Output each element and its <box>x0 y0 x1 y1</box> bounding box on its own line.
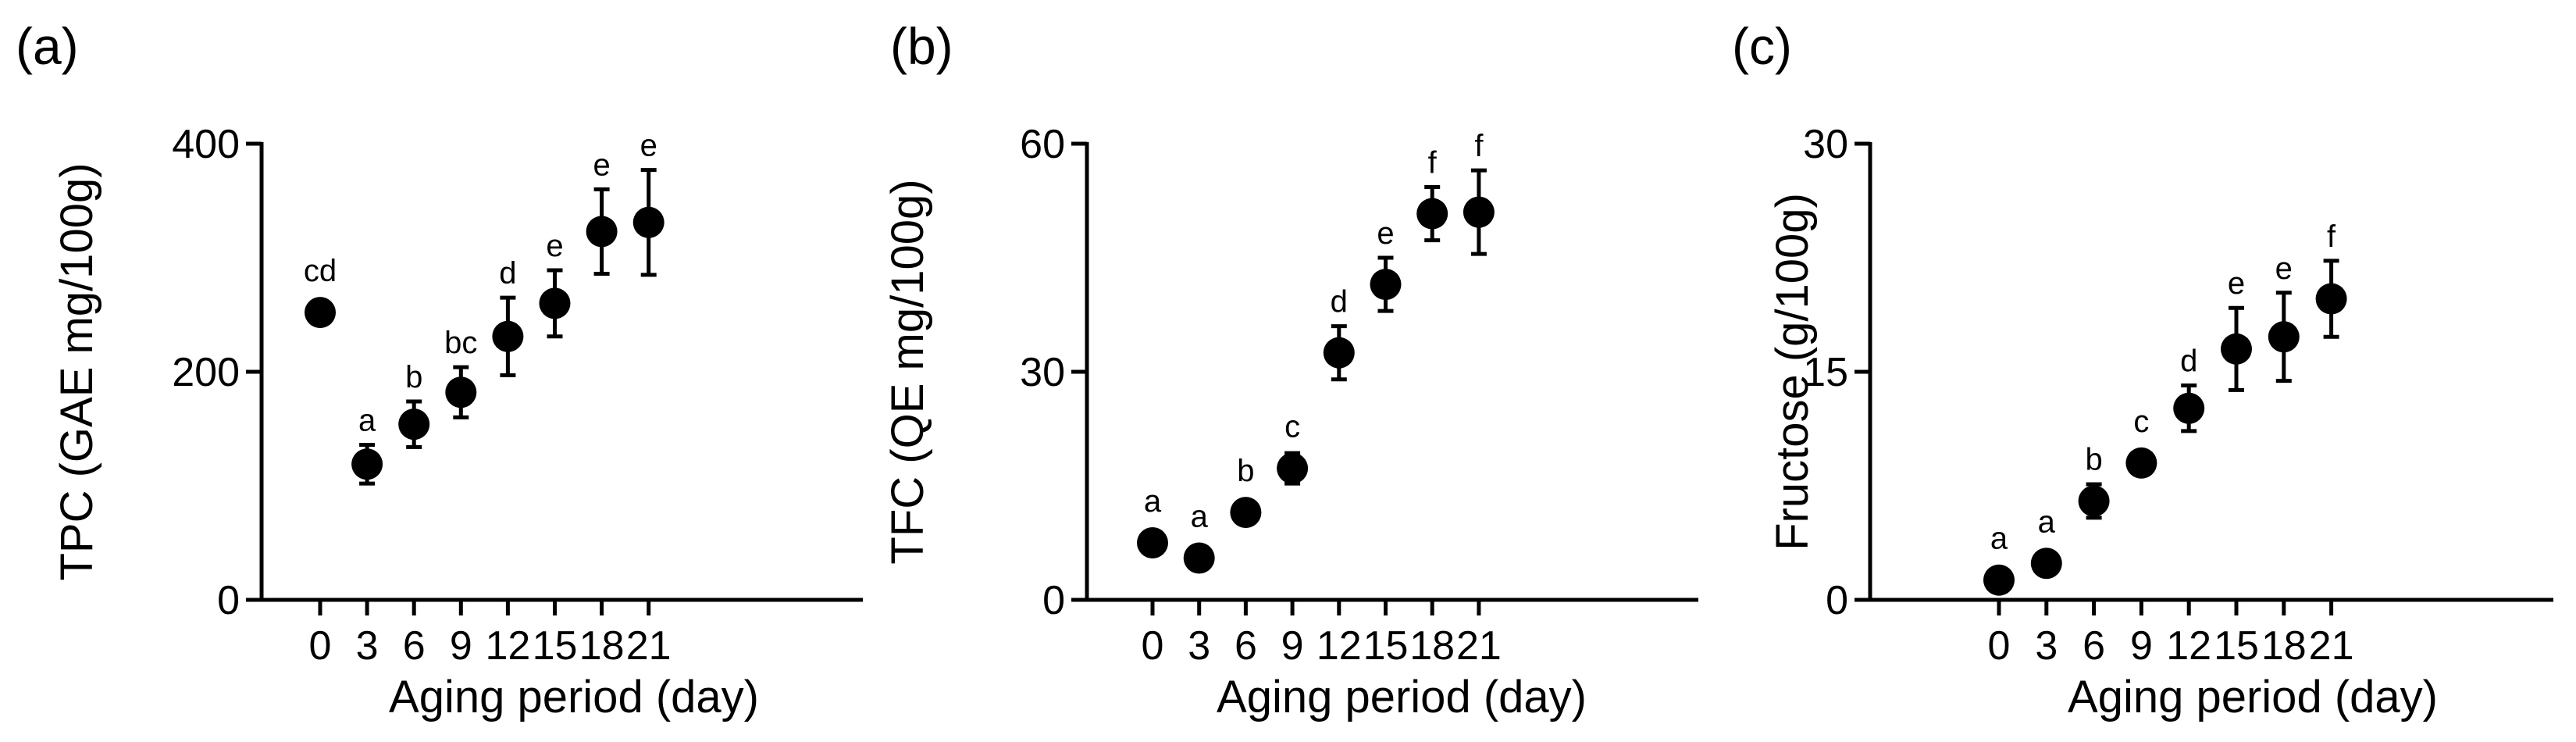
significance-label: b <box>1237 454 1254 488</box>
y-axis-title: TFC (QE mg/100g) <box>882 179 933 564</box>
significance-label: c <box>1284 410 1300 444</box>
data-point <box>2173 392 2205 424</box>
significance-label: e <box>2228 266 2245 301</box>
significance-label: b <box>405 360 422 394</box>
data-point <box>1277 452 1309 484</box>
x-tick-label: 12 <box>485 623 530 669</box>
data-point <box>1416 198 1448 230</box>
panel-label: (a) <box>16 17 79 75</box>
y-axis-title: TPC (GAE mg/100g) <box>52 162 102 580</box>
data-point <box>1230 497 1262 529</box>
x-tick-label: 0 <box>309 623 332 669</box>
data-point <box>2030 548 2062 580</box>
x-tick-label: 3 <box>1188 623 1210 669</box>
y-tick-label: 400 <box>172 122 240 167</box>
x-tick-label: 15 <box>2214 623 2259 669</box>
significance-label: e <box>546 229 563 263</box>
panel-label: (b) <box>890 17 953 75</box>
x-tick-label: 9 <box>1281 623 1304 669</box>
significance-label: e <box>2275 251 2293 286</box>
x-tick-label: 6 <box>1235 623 1257 669</box>
y-tick-label: 0 <box>217 578 240 623</box>
x-tick-label: 15 <box>533 623 578 669</box>
data-point <box>2315 283 2347 315</box>
significance-label: a <box>1191 499 1209 533</box>
significance-label: a <box>1990 522 2008 556</box>
y-tick-label: 30 <box>1803 122 1848 167</box>
x-tick-label: 18 <box>2261 623 2307 669</box>
significance-label: d <box>1331 285 1348 319</box>
x-tick-label: 0 <box>1988 623 2011 669</box>
data-point <box>492 320 524 352</box>
x-tick-label: 3 <box>356 623 379 669</box>
significance-label: e <box>593 148 610 182</box>
y-tick-label: 0 <box>1826 578 1848 623</box>
data-point <box>539 287 571 319</box>
panel-label: (c) <box>1732 17 1792 75</box>
y-axis-title: Fructose (g/100g) <box>1767 193 1818 551</box>
significance-label: e <box>1377 216 1394 251</box>
x-tick-label: 18 <box>579 623 625 669</box>
y-tick-label: 0 <box>1042 578 1065 623</box>
x-axis-title: Aging period (day) <box>1217 672 1587 722</box>
x-tick-label: 21 <box>1456 623 1502 669</box>
data-point <box>632 206 664 238</box>
data-point <box>586 216 618 248</box>
x-tick-label: 18 <box>1409 623 1455 669</box>
x-tick-label: 3 <box>2035 623 2058 669</box>
x-tick-label: 0 <box>1142 623 1164 669</box>
x-tick-label: 12 <box>2166 623 2211 669</box>
significance-label: a <box>1144 484 1162 519</box>
significance-label: cd <box>304 254 337 288</box>
significance-label: a <box>358 403 376 437</box>
data-point <box>2268 321 2300 353</box>
x-tick-label: 12 <box>1317 623 1362 669</box>
data-point <box>1323 337 1355 369</box>
significance-label: f <box>1474 129 1484 163</box>
data-point <box>1463 196 1495 228</box>
data-point <box>445 376 477 408</box>
x-tick-label: 6 <box>2083 623 2105 669</box>
significance-label: a <box>2038 505 2056 539</box>
data-point <box>351 448 383 480</box>
x-axis-title: Aging period (day) <box>2068 672 2438 722</box>
data-point <box>1370 269 1402 301</box>
significance-label: e <box>640 129 657 163</box>
x-tick-label: 9 <box>450 623 472 669</box>
y-tick-label: 15 <box>1803 350 1848 395</box>
data-point <box>1983 564 2015 596</box>
x-tick-label: 15 <box>1363 623 1409 669</box>
data-point <box>398 408 430 441</box>
data-point <box>2078 485 2110 517</box>
x-tick-label: 9 <box>2130 623 2153 669</box>
x-tick-label: 21 <box>626 623 672 669</box>
data-point <box>2221 333 2252 365</box>
y-tick-label: 30 <box>1020 350 1065 395</box>
x-tick-label: 6 <box>403 623 426 669</box>
significance-label: bc <box>444 326 477 360</box>
data-point <box>305 297 336 329</box>
x-axis-title: Aging period (day) <box>389 672 759 722</box>
y-tick-label: 60 <box>1020 122 1065 167</box>
significance-label: f <box>2327 219 2336 254</box>
x-tick-label: 21 <box>2309 623 2354 669</box>
y-tick-label: 200 <box>172 350 240 395</box>
significance-label: b <box>2085 442 2102 476</box>
significance-label: d <box>499 256 516 291</box>
data-point <box>2125 447 2157 479</box>
data-point <box>1137 527 1168 558</box>
data-point <box>1183 542 1215 574</box>
significance-label: d <box>2180 344 2197 379</box>
significance-label: c <box>2133 405 2149 439</box>
significance-label: f <box>1428 145 1438 180</box>
